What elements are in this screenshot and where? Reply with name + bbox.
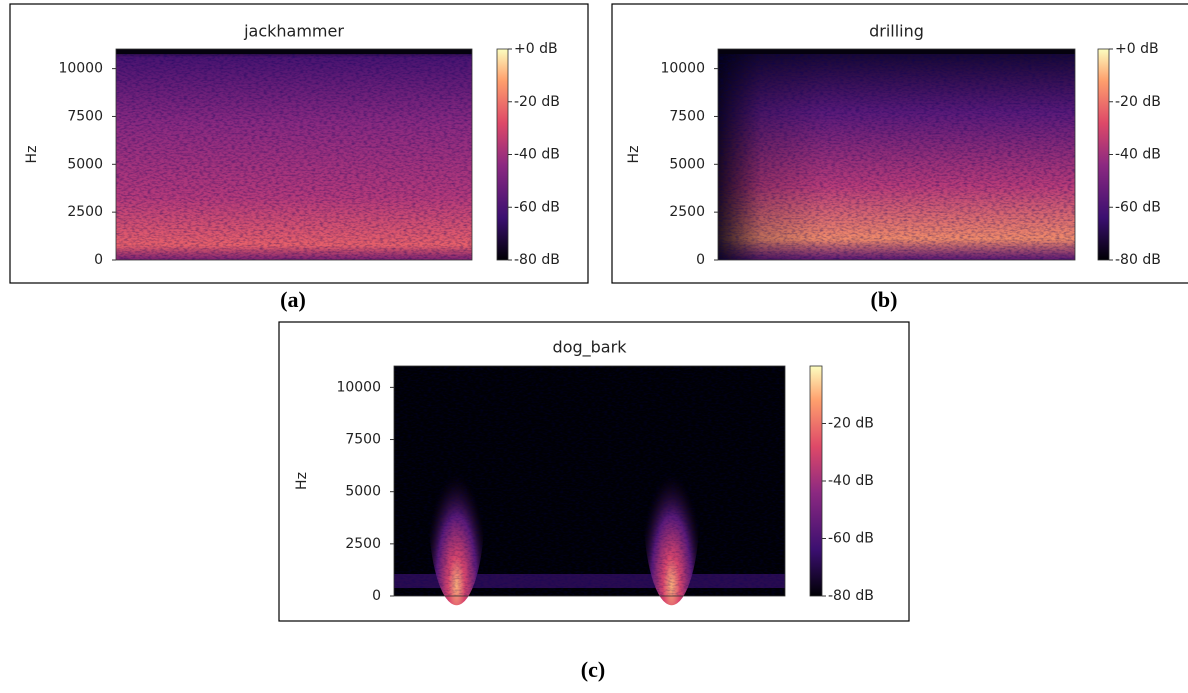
- panel-frame: [9, 3, 589, 284]
- y-tick-label: 7500: [669, 108, 705, 124]
- colorbar-tick-label: -20 dB: [828, 416, 874, 432]
- y-tick-label: 2500: [67, 204, 103, 220]
- y-axis-label: Hz: [24, 146, 40, 164]
- y-tick-label: 5000: [345, 484, 381, 500]
- y-tick-label: 2500: [669, 204, 705, 220]
- spectrogram-top: [116, 49, 472, 54]
- y-tick-label: 7500: [67, 108, 103, 124]
- y-tick-label: 7500: [345, 432, 381, 448]
- spectrogram-noise: [116, 49, 472, 260]
- colorbar-tick-label: -40 dB: [828, 473, 874, 489]
- colorbar-tick-label: -60 dB: [828, 531, 874, 547]
- plot-frame: [717, 48, 1076, 261]
- spectrogram-top: [718, 49, 1075, 54]
- spectrogram-noise: [718, 49, 1075, 260]
- colorbar-tick-label: -20 dB: [1115, 94, 1161, 110]
- panel-label: (a): [280, 287, 306, 312]
- panel-label: (b): [871, 287, 898, 312]
- colorbar-tick-label: -20 dB: [514, 94, 560, 110]
- plot-frame: [393, 365, 786, 597]
- y-tick-label: 10000: [336, 379, 381, 395]
- chart-title: drilling: [869, 22, 924, 41]
- colorbar-tick-label: -80 dB: [828, 588, 874, 604]
- panel-label: (c): [581, 657, 605, 682]
- y-axis-label: Hz: [294, 472, 310, 490]
- y-tick-label: 0: [372, 588, 381, 604]
- colorbar-tick-label: -80 dB: [514, 252, 560, 268]
- spectrogram-noise: [394, 366, 785, 596]
- colorbar-tick-label: +0 dB: [514, 41, 558, 57]
- panel-frame: [278, 321, 910, 622]
- colorbar-tick-label: +0 dB: [1115, 41, 1159, 57]
- y-tick-label: 5000: [669, 156, 705, 172]
- plot-frame: [115, 48, 473, 261]
- y-tick-label: 0: [94, 252, 103, 268]
- colorbar-tick-label: -60 dB: [1115, 199, 1161, 215]
- y-tick-label: 5000: [67, 156, 103, 172]
- y-tick-label: 10000: [58, 61, 103, 77]
- chart-title: dog_bark: [553, 338, 628, 358]
- colorbar: [1097, 48, 1110, 261]
- y-tick-label: 10000: [660, 61, 705, 77]
- panel-frame: [611, 3, 1188, 284]
- chart-title: jackhammer: [243, 22, 344, 41]
- colorbar: [809, 365, 823, 597]
- y-axis-label: Hz: [626, 146, 642, 164]
- colorbar-tick-label: -40 dB: [514, 147, 560, 163]
- y-tick-label: 2500: [345, 536, 381, 552]
- colorbar-tick-label: -60 dB: [514, 199, 560, 215]
- colorbar-tick-label: -80 dB: [1115, 252, 1161, 268]
- colorbar: [496, 48, 509, 261]
- colorbar-tick-label: -40 dB: [1115, 147, 1161, 163]
- y-tick-label: 0: [696, 252, 705, 268]
